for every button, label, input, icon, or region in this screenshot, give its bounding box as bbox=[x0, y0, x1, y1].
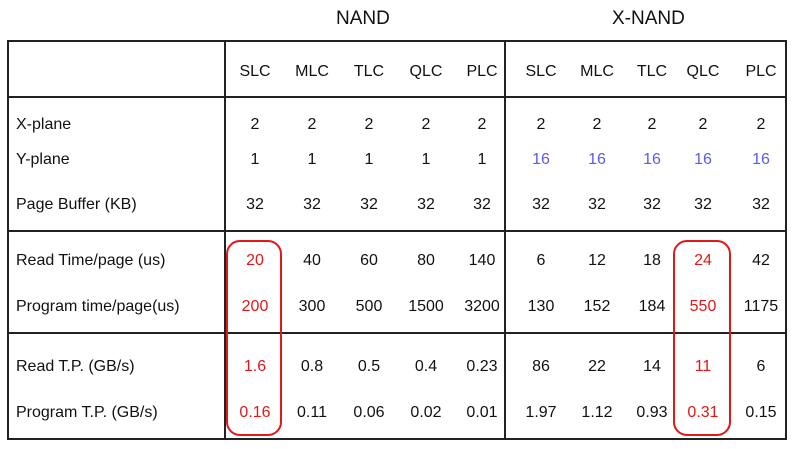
table-cell: 24 bbox=[694, 252, 712, 269]
table-cell: 6 bbox=[756, 358, 766, 375]
table-cell: 1175 bbox=[743, 298, 779, 315]
table-cell: 32 bbox=[694, 196, 712, 213]
table-cell: 0.01 bbox=[466, 404, 498, 421]
table-cell: 32 bbox=[303, 196, 321, 213]
group-header-nand: NAND bbox=[336, 8, 390, 29]
table-cell: 14 bbox=[643, 358, 661, 375]
table-cell: 18 bbox=[643, 252, 661, 269]
column-header: MLC bbox=[295, 63, 329, 80]
table-cell: 2 bbox=[592, 116, 602, 133]
group-header-xnand: X-NAND bbox=[612, 8, 685, 29]
divider-header bbox=[7, 96, 787, 98]
table-cell: 1.97 bbox=[525, 404, 557, 421]
table-cell: 184 bbox=[638, 298, 666, 315]
table-cell: 2 bbox=[250, 116, 260, 133]
table-cell: 40 bbox=[303, 252, 321, 269]
highlight-nand-slc bbox=[226, 240, 282, 436]
row-label: Read T.P. (GB/s) bbox=[16, 358, 135, 375]
table-cell: 86 bbox=[532, 358, 550, 375]
table-cell: 16 bbox=[694, 151, 712, 168]
table-cell: 6 bbox=[536, 252, 546, 269]
table-cell: 16 bbox=[532, 151, 550, 168]
table-cell: 11 bbox=[694, 358, 712, 375]
divider-nand-column bbox=[224, 40, 226, 440]
table-cell: 2 bbox=[756, 116, 766, 133]
divider-timing bbox=[7, 230, 787, 232]
row-label: Y-plane bbox=[16, 151, 70, 168]
table-cell: 0.11 bbox=[297, 404, 327, 421]
row-label: Program time/page(us) bbox=[16, 298, 180, 315]
table-cell: 2 bbox=[536, 116, 546, 133]
table-cell: 0.31 bbox=[687, 404, 719, 421]
table-cell: 32 bbox=[588, 196, 606, 213]
table-cell: 42 bbox=[752, 252, 770, 269]
table-cell: 32 bbox=[643, 196, 661, 213]
table-cell: 0.8 bbox=[300, 358, 324, 375]
divider-xnand-column bbox=[504, 40, 506, 440]
table-cell: 0.23 bbox=[466, 358, 498, 375]
row-label: Read Time/page (us) bbox=[16, 252, 166, 269]
row-label: Page Buffer (KB) bbox=[16, 196, 137, 213]
table-cell: 16 bbox=[752, 151, 770, 168]
table-cell: 0.15 bbox=[745, 404, 777, 421]
table-cell: 32 bbox=[417, 196, 435, 213]
table-cell: 60 bbox=[360, 252, 378, 269]
table-cell: 0.4 bbox=[414, 358, 438, 375]
table-cell: 200 bbox=[241, 298, 269, 315]
table-cell: 1500 bbox=[408, 298, 444, 315]
table-cell: 0.5 bbox=[357, 358, 381, 375]
table-cell: 0.16 bbox=[239, 404, 271, 421]
table-cell: 1 bbox=[307, 151, 317, 168]
table-cell: 22 bbox=[588, 358, 606, 375]
column-header: QLC bbox=[409, 63, 443, 80]
column-header: PLC bbox=[745, 63, 777, 80]
table-cell: 1.12 bbox=[581, 404, 613, 421]
table-cell: 32 bbox=[752, 196, 770, 213]
column-header: TLC bbox=[636, 63, 668, 80]
comparison-table-frame bbox=[7, 40, 787, 440]
table-cell: 20 bbox=[246, 252, 264, 269]
table-cell: 130 bbox=[527, 298, 555, 315]
table-cell: 80 bbox=[417, 252, 435, 269]
table-cell: 2 bbox=[647, 116, 657, 133]
table-cell: 32 bbox=[246, 196, 264, 213]
table-cell: 32 bbox=[532, 196, 550, 213]
table-cell: 0.02 bbox=[410, 404, 442, 421]
column-header: SLC bbox=[239, 63, 271, 80]
column-header: QLC bbox=[686, 63, 720, 80]
column-header: TLC bbox=[353, 63, 385, 80]
table-cell: 2 bbox=[421, 116, 431, 133]
table-cell: 2 bbox=[364, 116, 374, 133]
table-cell: 1 bbox=[477, 151, 487, 168]
table-cell: 12 bbox=[588, 252, 606, 269]
table-cell: 0.93 bbox=[636, 404, 668, 421]
column-header: SLC bbox=[525, 63, 557, 80]
table-cell: 550 bbox=[689, 298, 717, 315]
divider-throughput bbox=[7, 332, 787, 334]
table-cell: 1.6 bbox=[243, 358, 267, 375]
table-cell: 300 bbox=[298, 298, 326, 315]
column-header: MLC bbox=[580, 63, 614, 80]
table-cell: 140 bbox=[468, 252, 496, 269]
table-cell: 152 bbox=[583, 298, 611, 315]
row-label: X-plane bbox=[16, 116, 72, 133]
table-cell: 16 bbox=[588, 151, 606, 168]
table-cell: 2 bbox=[307, 116, 317, 133]
table-cell: 0.06 bbox=[353, 404, 385, 421]
table-cell: 1 bbox=[364, 151, 374, 168]
table-cell: 32 bbox=[473, 196, 491, 213]
table-cell: 2 bbox=[477, 116, 487, 133]
table-cell: 1 bbox=[421, 151, 431, 168]
highlight-xnand-qlc bbox=[673, 240, 731, 436]
table-cell: 500 bbox=[355, 298, 383, 315]
table-cell: 1 bbox=[250, 151, 260, 168]
table-cell: 3200 bbox=[464, 298, 500, 315]
row-label: Program T.P. (GB/s) bbox=[16, 404, 158, 421]
table-cell: 2 bbox=[698, 116, 708, 133]
column-header: PLC bbox=[466, 63, 498, 80]
table-cell: 32 bbox=[360, 196, 378, 213]
table-cell: 16 bbox=[643, 151, 661, 168]
